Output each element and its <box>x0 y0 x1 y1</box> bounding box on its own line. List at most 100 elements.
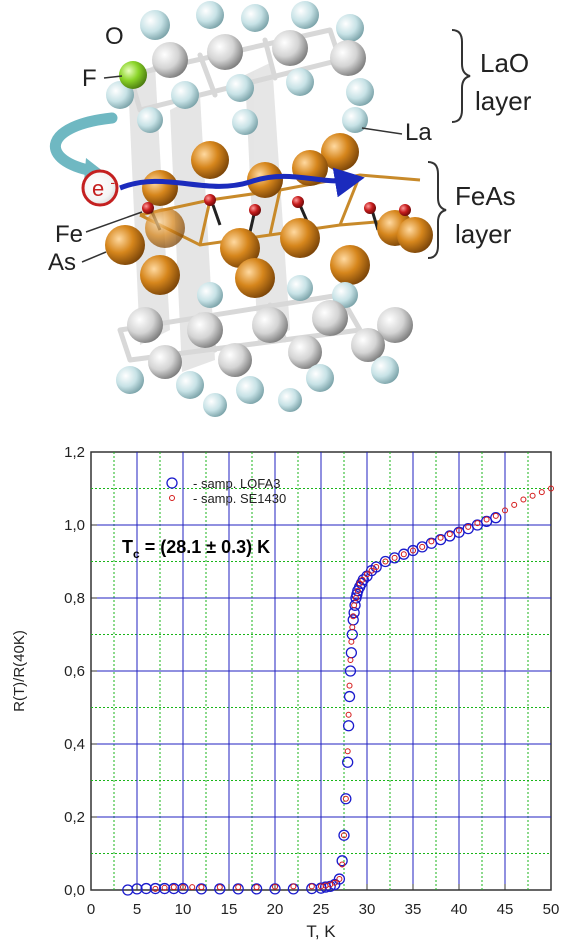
f-dopant-atom <box>119 61 147 89</box>
x-tick-label: 50 <box>543 901 560 918</box>
data-series <box>122 485 554 896</box>
feas-layer-brace <box>427 161 447 259</box>
data-point <box>140 882 152 895</box>
data-point <box>490 512 502 524</box>
x-tick-label: 10 <box>175 901 192 918</box>
electron-label: e - <box>92 174 115 201</box>
data-point <box>529 492 536 499</box>
legend-label-lofa3: - samp. LOFA3 <box>193 476 280 491</box>
x-tick-label: 40 <box>451 901 468 918</box>
data-point <box>272 883 278 890</box>
label-oxygen: O <box>105 23 124 50</box>
crystal-structure-illustration: e - O F Fe As La LaO layer FeAs layer <box>48 1 532 417</box>
data-point <box>502 507 508 514</box>
data-point <box>342 756 354 768</box>
y-tick-label: 1,0 <box>64 517 85 534</box>
data-point <box>336 876 343 883</box>
data-point <box>149 882 162 895</box>
electron-transfer-curved-arrow <box>49 112 118 176</box>
data-point <box>400 551 407 558</box>
data-point <box>333 873 346 885</box>
lao-layer-label: LaO <box>480 48 529 78</box>
lao-bottom-atoms <box>116 275 413 417</box>
data-point <box>152 885 159 892</box>
data-point <box>465 523 472 530</box>
data-point <box>351 602 358 609</box>
data-point <box>308 883 315 890</box>
data-point <box>350 613 357 620</box>
x-tick-label: 5 <box>133 901 141 918</box>
data-point <box>161 884 168 891</box>
y-tick-label: 1,2 <box>64 444 85 461</box>
feas-layer-label-2: layer <box>455 219 512 249</box>
data-point <box>232 883 244 895</box>
y-tick-labels: 0,0 0,2 0,4 0,6 0,8 1,0 1,2 <box>64 444 85 899</box>
data-point <box>364 571 370 578</box>
label-line-lanthanum <box>361 127 403 135</box>
data-point <box>437 534 444 541</box>
electron-path-arrow <box>119 167 365 198</box>
data-point <box>195 883 208 895</box>
data-point <box>492 512 499 519</box>
x-tick-label: 15 <box>221 901 238 918</box>
data-point <box>158 882 171 895</box>
data-point <box>456 527 462 534</box>
data-point <box>354 587 361 594</box>
data-point <box>168 882 180 895</box>
data-point <box>391 554 398 561</box>
data-point <box>336 855 348 867</box>
legend-marker-se1430 <box>169 495 175 501</box>
data-point <box>346 682 353 689</box>
series-1 <box>152 485 554 892</box>
label-iron: Fe <box>55 221 83 248</box>
data-point <box>370 561 382 573</box>
legend: - samp. LOFA3 - samp. SE1430 <box>166 476 286 506</box>
electron-circle <box>81 169 119 207</box>
data-point <box>342 795 349 802</box>
data-point <box>343 690 356 703</box>
data-point <box>548 485 554 492</box>
data-point <box>250 883 263 895</box>
label-line-arsenic <box>81 251 107 263</box>
data-point <box>177 882 189 895</box>
data-point <box>344 665 357 677</box>
x-tick-labels: 0 5 10 15 20 25 30 35 40 45 50 <box>87 901 560 918</box>
data-point <box>368 567 375 574</box>
label-arsenic: As <box>48 249 76 276</box>
data-point <box>348 638 355 645</box>
major-grid <box>90 451 552 891</box>
data-point <box>446 531 453 538</box>
data-point <box>511 501 518 508</box>
data-point <box>235 884 242 891</box>
feas-layer-label: FeAs <box>455 181 516 211</box>
lao-layer-brace <box>451 29 471 123</box>
y-tick-label: 0,4 <box>64 736 85 753</box>
y-tick-label: 0,8 <box>64 590 85 607</box>
x-tick-label: 20 <box>267 901 284 918</box>
legend-label-se1430: - samp. SE1430 <box>193 491 286 506</box>
data-point <box>359 576 366 583</box>
x-tick-label: 0 <box>87 901 95 918</box>
feas-bonds <box>139 173 421 247</box>
data-point <box>253 884 260 891</box>
data-point <box>170 884 177 891</box>
data-point <box>290 883 297 890</box>
data-point <box>342 720 355 732</box>
data-point <box>419 543 426 550</box>
data-point <box>428 538 435 545</box>
data-point <box>410 547 416 554</box>
data-point <box>474 520 481 527</box>
data-point <box>216 884 223 891</box>
y-tick-label: 0,2 <box>64 809 85 826</box>
y-tick-label: 0,6 <box>64 663 85 680</box>
data-point <box>382 558 389 565</box>
x-axis-label: T, K <box>306 922 336 940</box>
label-fluorine: F <box>82 65 97 92</box>
x-tick-label: 35 <box>405 901 422 918</box>
lao-layer-atoms <box>106 1 374 135</box>
legend-marker-lofa3 <box>166 477 178 489</box>
data-point <box>339 861 346 868</box>
data-point <box>341 832 347 839</box>
data-point <box>538 489 545 496</box>
data-point <box>357 574 369 586</box>
